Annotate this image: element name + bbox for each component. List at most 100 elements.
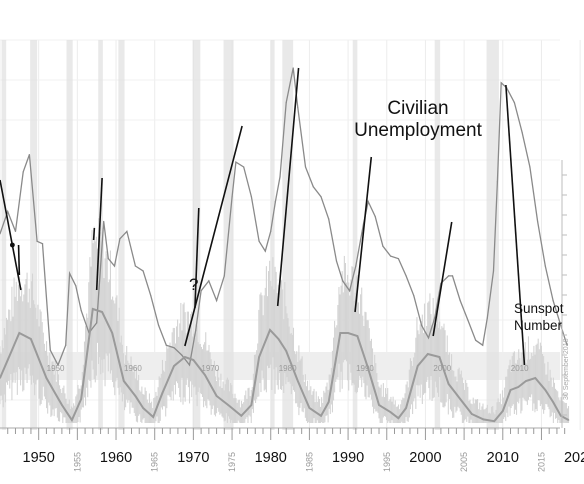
sunspot-point xyxy=(250,404,253,406)
unemployment-point xyxy=(96,322,98,324)
inner-year-label: 1950 xyxy=(47,364,65,373)
x-tick-label: 2000 xyxy=(409,450,441,466)
unemployment-point xyxy=(14,230,17,232)
unemployment-point xyxy=(552,300,554,302)
sunspot-point xyxy=(447,383,450,385)
x-tick-label: 1950 xyxy=(23,450,55,466)
sunspot-point xyxy=(416,365,419,367)
unemployment-point xyxy=(69,272,71,275)
unemployment-point xyxy=(342,280,344,282)
unemployment-point xyxy=(231,196,233,198)
sunspot-point xyxy=(509,389,512,391)
unemployment-point xyxy=(134,265,136,267)
unemployment-point xyxy=(496,181,498,183)
unemployment-point xyxy=(250,196,252,198)
sunspot-point xyxy=(426,353,429,355)
sunspot-point xyxy=(544,389,547,391)
question-mark-annotation: ? xyxy=(189,275,198,294)
sunspot-point xyxy=(517,386,520,388)
inner-year-label: 1970 xyxy=(201,364,219,373)
sunspot-point xyxy=(215,395,218,397)
unemployment-point xyxy=(328,218,330,220)
sunspot-label-line2: Number xyxy=(514,318,563,333)
recession-band xyxy=(486,40,499,430)
sunspot-point xyxy=(525,380,527,382)
sunspot-point xyxy=(378,404,380,406)
sunspot-point xyxy=(459,398,462,400)
x-tick-label-minor: 1975 xyxy=(227,452,237,472)
unemployment-point xyxy=(513,102,515,104)
sunspot-point xyxy=(552,401,554,403)
unemployment-point xyxy=(107,257,109,260)
unemployment-point xyxy=(28,154,30,156)
sunspot-point xyxy=(80,398,83,400)
x-tick-label: 1990 xyxy=(332,450,364,466)
unemployment-point xyxy=(560,324,562,326)
unemployment-point xyxy=(492,270,495,272)
annotation-line xyxy=(194,207,200,309)
sunspot-point xyxy=(227,404,229,406)
unemployment-point xyxy=(459,300,461,302)
unemployment-point xyxy=(390,255,392,257)
unemployment-point xyxy=(448,275,450,277)
unemployment-point xyxy=(188,364,191,366)
sunspot-point xyxy=(184,356,186,358)
sunspot-point xyxy=(366,365,369,367)
unemployment-point xyxy=(475,339,477,341)
unemployment-point xyxy=(235,161,237,163)
annotation-dot xyxy=(9,242,15,248)
unemployment-point xyxy=(292,67,294,69)
recession-band xyxy=(192,40,201,430)
unemployment-point xyxy=(103,220,105,223)
x-tick-label-minor: 1965 xyxy=(150,452,160,472)
unemployment-point xyxy=(215,300,218,302)
unemployment-point xyxy=(7,210,9,213)
sunspot-point xyxy=(101,311,103,313)
unemployment-point xyxy=(181,354,183,356)
unemployment-point xyxy=(264,250,266,252)
unemployment-point xyxy=(195,329,197,331)
annotation-line xyxy=(92,227,96,241)
sunspot-point xyxy=(161,392,164,394)
sunspot-label-line1: Sunspot xyxy=(514,301,564,316)
sunspot-point xyxy=(482,418,485,421)
inner-year-label: 1990 xyxy=(356,364,374,373)
sunspot-point xyxy=(258,356,260,358)
unemployment-point xyxy=(374,215,376,218)
unemployment-point xyxy=(126,230,128,232)
annotation-line xyxy=(505,84,526,366)
unemployment-point xyxy=(243,166,245,168)
recession-band xyxy=(30,40,38,430)
unemployment-point xyxy=(427,337,430,339)
sunspot-point xyxy=(269,329,271,331)
unemployment-point xyxy=(208,280,210,282)
sunspot-point xyxy=(142,407,144,409)
x-tick-label-minor: 2005 xyxy=(459,452,469,472)
sunspot-point xyxy=(18,332,21,334)
unemployment-point xyxy=(142,270,144,272)
unemployment-point xyxy=(521,131,523,133)
sunspot-point xyxy=(30,338,32,340)
sunspot-point xyxy=(347,332,349,334)
x-tick-label-minor: 2015 xyxy=(536,452,546,472)
unemployment-point xyxy=(304,166,307,168)
sunspot-point xyxy=(192,359,195,361)
unemployment-point xyxy=(270,230,272,232)
x-tick-label: 1960 xyxy=(100,450,132,466)
series-line-civilian-unemployment xyxy=(0,67,568,367)
sunspot-point xyxy=(71,419,73,421)
sunspot-point xyxy=(320,415,322,417)
unemployment-point xyxy=(157,324,160,326)
unemployment-point xyxy=(397,257,399,260)
unemployment-point xyxy=(119,238,121,240)
annotation-line xyxy=(184,125,243,347)
x-tick-label-minor: 1955 xyxy=(72,452,82,472)
unemployment-label-line1: Civilian xyxy=(387,98,448,119)
x-tick-label: 1980 xyxy=(255,450,287,466)
x-tick-label: 1970 xyxy=(177,450,209,466)
unemployment-point xyxy=(355,265,357,267)
unemployment-point xyxy=(274,201,276,203)
sunspot-point xyxy=(567,419,570,421)
unemployment-point xyxy=(420,324,423,326)
